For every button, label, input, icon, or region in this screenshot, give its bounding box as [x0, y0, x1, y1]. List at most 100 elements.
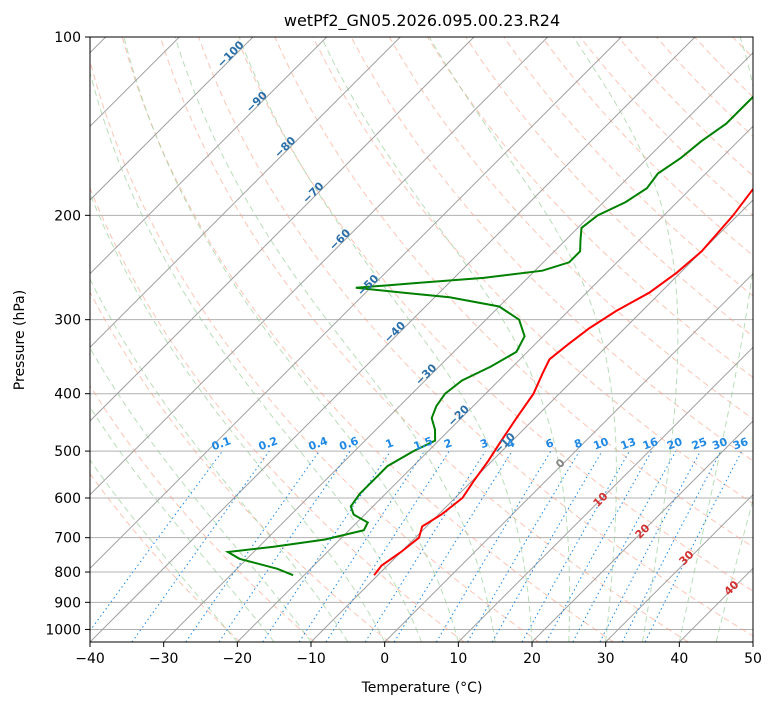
moist-adiabat-label: 40 — [722, 578, 742, 598]
dry-adiabat — [771, 37, 775, 642]
skewed-isotherm — [752, 641, 753, 642]
x-tick-label: −30 — [149, 651, 179, 667]
x-axis-label: Temperature (°C) — [361, 680, 483, 696]
dry-adiabat — [388, 37, 753, 420]
mixing-ratio-line — [644, 450, 743, 642]
isotherm-label: −70 — [300, 179, 327, 206]
mixing-ratio-line — [621, 450, 722, 642]
skewed-isotherm — [90, 37, 622, 570]
x-tick-label: −40 — [75, 651, 105, 667]
isotherm-label: −40 — [382, 319, 409, 346]
moist-adiabat-label: 0 — [553, 456, 568, 471]
mixing-ratio-label: 8 — [572, 436, 584, 451]
mixing-ratio-label: 0.1 — [210, 434, 233, 453]
x-tick-label: 20 — [523, 651, 541, 667]
mixing-ratio-line — [364, 450, 486, 642]
moist-adiabat — [90, 192, 386, 642]
y-axis-label: Pressure (hPa) — [12, 290, 28, 390]
x-tick-label: −10 — [296, 651, 326, 667]
skewed-isotherm — [310, 199, 753, 642]
dry-adiabat — [90, 186, 465, 642]
y-tick-label: 800 — [54, 565, 81, 581]
dry-adiabat — [90, 384, 316, 642]
dry-adiabat — [541, 37, 753, 257]
skewed-isotherm — [90, 37, 401, 349]
y-tick-label: 500 — [54, 444, 81, 460]
mixing-ratio-line — [325, 450, 450, 642]
mixing-ratio-line — [599, 450, 701, 642]
mixing-ratio-line — [90, 450, 223, 632]
dry-adiabat — [90, 472, 241, 642]
mixing-ratio-line — [262, 450, 392, 642]
moist-adiabat — [90, 459, 238, 642]
skewed-isotherm — [531, 420, 753, 642]
mixing-ratio-label: 25 — [690, 435, 709, 452]
y-tick-label: 700 — [54, 531, 81, 547]
moist-adiabat-label: 30 — [677, 548, 697, 568]
skewed-isotherm — [90, 37, 475, 422]
skewed-isotherm — [90, 37, 254, 201]
moist-adiabat — [320, 37, 571, 642]
series-lines — [224, 95, 753, 577]
mixing-ratio-line — [467, 450, 580, 642]
mixing-ratio-label: 1 — [384, 436, 396, 451]
plot-area: −100−90−80−70−60−50−40−30−20−100.1 0.2 0.4… — [89, 36, 775, 643]
profile-line — [373, 187, 753, 576]
x-axis: −40 −30 −20 −10 0 10 20 30 40 50 — [75, 642, 762, 667]
mixing-ratio-label: 10 — [592, 435, 611, 453]
moist-adiabat — [90, 406, 275, 642]
mixing-ratio-line — [131, 450, 270, 642]
mixing-ratio-line — [393, 450, 513, 642]
mixing-ratio-label: 1.5 — [412, 434, 435, 453]
x-tick-label: 10 — [449, 651, 467, 667]
mixing-ratio-label: 16 — [641, 435, 660, 453]
dry-adiabat — [426, 37, 753, 378]
moist-adiabat — [428, 37, 617, 642]
mixing-ratio-line — [435, 450, 552, 642]
profile-line — [224, 95, 753, 577]
y-tick-label: 200 — [54, 208, 81, 224]
mixing-ratio-label: 36 — [731, 435, 750, 453]
isotherm-label: −90 — [243, 89, 270, 116]
background-lines — [90, 37, 775, 642]
mixing-ratio-label: 0.4 — [307, 434, 330, 453]
dry-adiabat — [121, 37, 614, 642]
dry-adiabat — [656, 37, 753, 138]
mixing-ratio-label: 0.2 — [257, 434, 280, 453]
plot-frame — [89, 36, 754, 643]
dry-adiabat — [159, 37, 689, 642]
mixing-ratio-line — [521, 450, 630, 642]
y-tick-label: 900 — [54, 595, 81, 611]
isotherm-label: −100 — [215, 38, 247, 70]
skewed-isotherm — [678, 567, 753, 642]
y-tick-label: 1000 — [45, 622, 81, 638]
x-tick-label: 0 — [380, 651, 389, 667]
x-tick-label: 30 — [597, 651, 615, 667]
x-tick-label: 40 — [670, 651, 688, 667]
skewed-isotherm — [90, 37, 696, 642]
x-tick-label: −20 — [223, 651, 253, 667]
y-tick-label: 600 — [54, 491, 81, 507]
dry-adiabat — [236, 37, 753, 592]
moist-adiabat — [123, 37, 459, 642]
skewed-isotherm — [457, 346, 753, 642]
x-tick-label: 50 — [744, 651, 762, 667]
mixing-ratio-label: 0.6 — [338, 434, 361, 453]
moist-adiabat — [90, 347, 312, 642]
mixing-ratio-label: 13 — [619, 435, 638, 452]
chart-title: wetPf2_GN05.2026.095.00.23.R24 — [284, 11, 560, 31]
mixing-ratio-label: 20 — [665, 435, 684, 453]
mixing-ratio-line — [572, 450, 677, 642]
mixing-ratio-line — [298, 450, 425, 642]
isotherm-label: −30 — [413, 361, 440, 388]
moist-adiabat — [572, 37, 679, 642]
dry-adiabat — [312, 37, 753, 505]
skewed-isotherm — [90, 37, 549, 496]
skewed-isotherm — [384, 272, 753, 642]
mixing-ratio-label: 6 — [544, 436, 556, 451]
moist-adiabat — [678, 37, 753, 642]
y-tick-label: 400 — [54, 387, 81, 403]
dry-adiabat — [90, 291, 390, 642]
dry-adiabat — [465, 37, 753, 338]
